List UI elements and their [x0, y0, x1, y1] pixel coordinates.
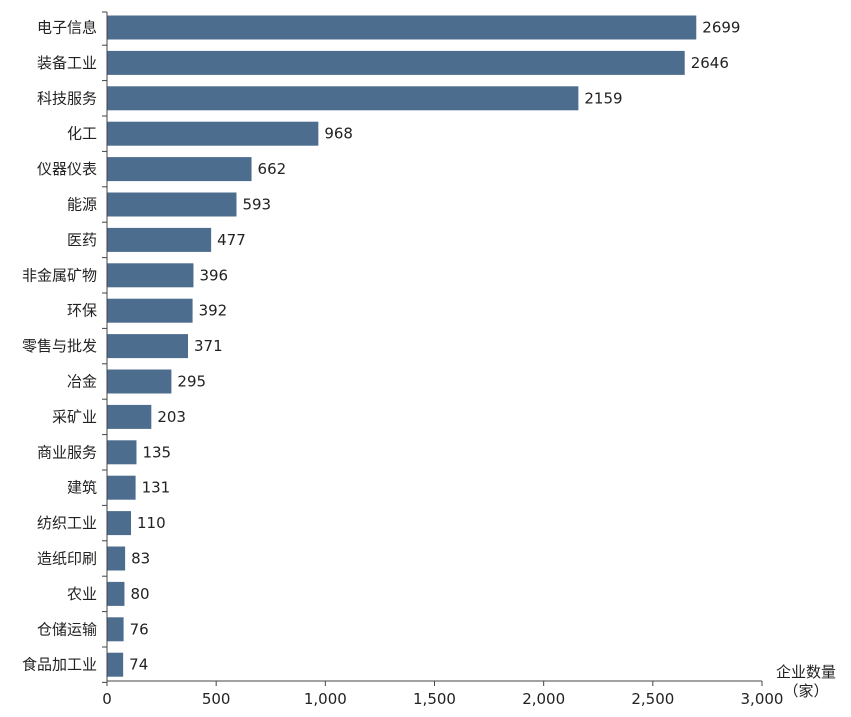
- bar: [107, 334, 189, 359]
- value-label: 477: [217, 231, 246, 249]
- x-axis-title-line1: 企业数量: [776, 663, 836, 681]
- bar: [107, 298, 193, 323]
- value-label: 968: [324, 125, 353, 143]
- value-label: 392: [199, 302, 228, 320]
- category-label: 食品加工业: [22, 656, 97, 674]
- value-label: 593: [242, 196, 271, 214]
- x-tick-label: 3,000: [741, 690, 784, 708]
- bar: [107, 440, 137, 465]
- value-label: 662: [258, 160, 287, 178]
- bar: [107, 404, 152, 429]
- value-label: 2159: [584, 89, 622, 107]
- category-label: 纺织工业: [37, 514, 97, 532]
- x-tick-label: 2,000: [522, 690, 565, 708]
- category-label: 采矿业: [52, 408, 97, 426]
- value-label: 76: [130, 620, 149, 638]
- bar: [107, 617, 124, 642]
- category-label: 化工: [67, 125, 97, 143]
- x-tick-label: 2,500: [631, 690, 674, 708]
- bar: [107, 475, 136, 500]
- value-label: 396: [199, 266, 228, 284]
- x-tick-labels-group: 0 500 1,000 1,500 2,000 2,500 3,000: [102, 690, 783, 708]
- category-label: 商业服务: [37, 443, 97, 461]
- bar: [107, 581, 125, 606]
- x-axis-title-line2: （家）: [783, 682, 828, 700]
- value-label: 371: [194, 337, 223, 355]
- bar: [107, 263, 194, 288]
- category-label: 电子信息: [37, 19, 97, 37]
- bar: [107, 511, 132, 536]
- x-tick-label: 1,500: [413, 690, 456, 708]
- bar: [107, 50, 685, 75]
- axes-group: [102, 11, 763, 686]
- x-tick-label: 1,000: [304, 690, 347, 708]
- bar: [107, 652, 124, 677]
- value-label: 203: [157, 408, 186, 426]
- category-label: 装备工业: [37, 54, 97, 72]
- x-tick-label: 0: [102, 690, 112, 708]
- category-label: 非金属矿物: [22, 266, 97, 284]
- category-label: 建筑: [67, 479, 97, 497]
- category-label: 冶金: [67, 373, 97, 391]
- category-labels-group: 电子信息装备工业科技服务化工仪器仪表能源医药非金属矿物环保零售与批发冶金采矿业商…: [22, 19, 97, 674]
- value-label: 80: [130, 585, 149, 603]
- x-tick-label: 500: [202, 690, 231, 708]
- value-label: 74: [129, 656, 148, 674]
- value-label: 83: [131, 550, 150, 568]
- category-label: 医药: [67, 231, 97, 249]
- bar: [107, 369, 172, 394]
- category-label: 仓储运输: [37, 620, 97, 638]
- bar: [107, 546, 126, 571]
- bar: [107, 86, 579, 111]
- category-label: 农业: [67, 585, 97, 603]
- bar: [107, 227, 212, 252]
- category-label: 造纸印刷: [37, 550, 97, 568]
- bar: [107, 15, 697, 40]
- value-label: 135: [142, 443, 171, 461]
- bar: [107, 121, 319, 146]
- bar: [107, 157, 252, 182]
- value-labels-group: 2699 2646 2159 968 662 593 477 396 392 371 295 203 1…: [129, 19, 740, 674]
- value-label: 295: [177, 373, 206, 391]
- value-label: 110: [137, 514, 166, 532]
- category-label: 能源: [67, 196, 97, 214]
- value-label: 131: [142, 479, 171, 497]
- bars-group: [107, 15, 697, 677]
- value-label: 2699: [702, 19, 740, 37]
- category-label: 环保: [67, 302, 97, 320]
- category-label: 零售与批发: [22, 337, 97, 355]
- category-label: 科技服务: [37, 89, 97, 107]
- bar: [107, 192, 237, 217]
- category-label: 仪器仪表: [37, 160, 97, 178]
- value-label: 2646: [691, 54, 729, 72]
